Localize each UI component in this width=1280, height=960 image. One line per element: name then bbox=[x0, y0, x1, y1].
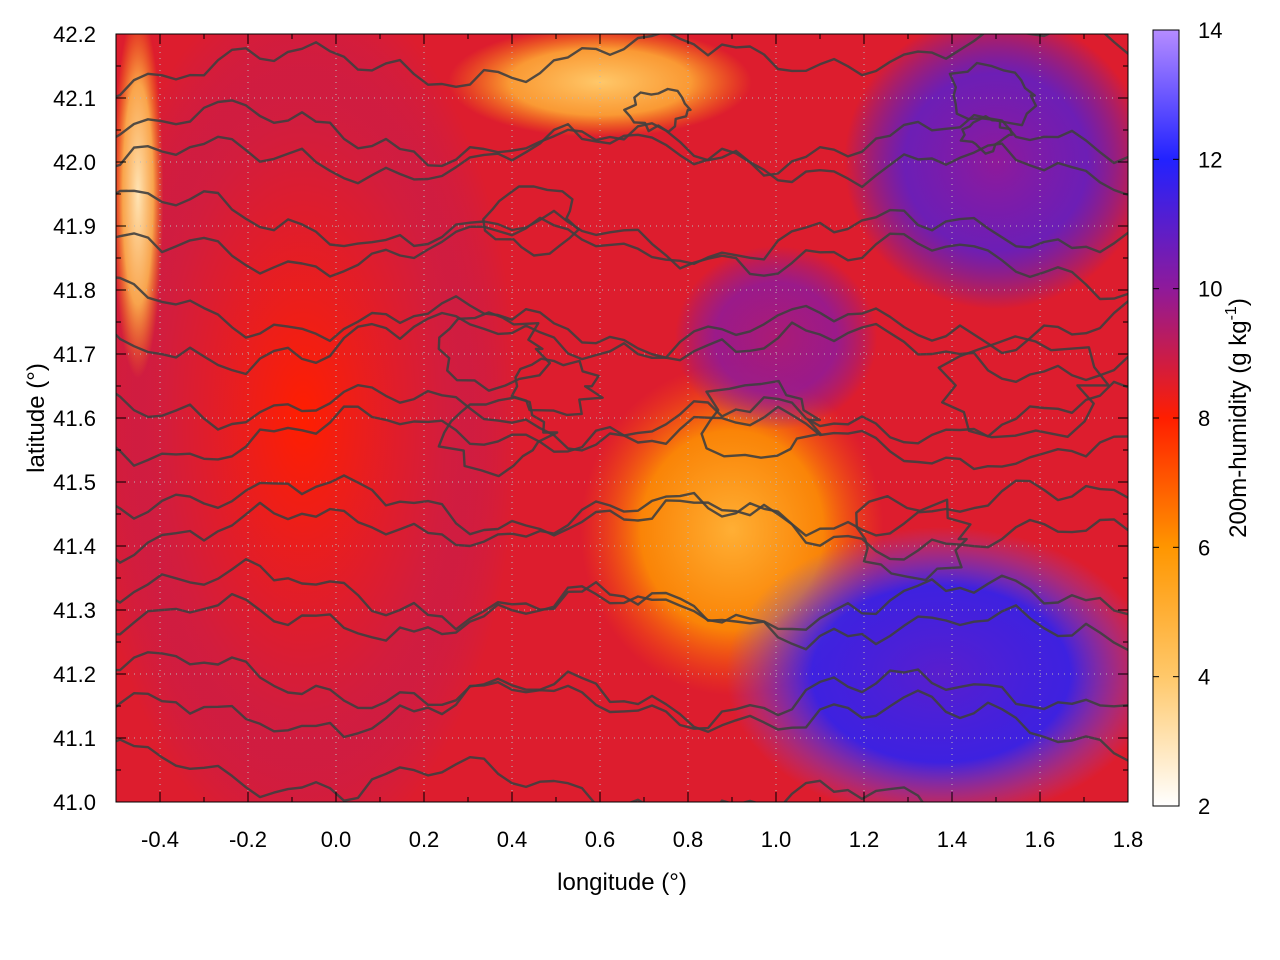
contour-line bbox=[116, 113, 1128, 185]
contour-line bbox=[116, 738, 924, 802]
contour-loop bbox=[959, 115, 1013, 155]
contour-line bbox=[116, 208, 1128, 278]
contour-line bbox=[116, 651, 1128, 762]
contour-loop bbox=[700, 379, 822, 459]
x-tick-label: -0.4 bbox=[141, 827, 179, 852]
x-axis: -0.4 -0.2 0.0 0.2 0.4 0.6 0.8 1.0 1.2 1.4 1.6 1.8 bbox=[115, 34, 1144, 852]
y-tick-label: 41.4 bbox=[53, 534, 96, 559]
colorbar-tick-label: 4 bbox=[1198, 665, 1210, 690]
contour-line bbox=[116, 276, 1128, 383]
contour-line bbox=[116, 189, 1128, 301]
x-tick-label: 1.8 bbox=[1113, 827, 1144, 852]
y-tick-label: 42.2 bbox=[53, 22, 96, 47]
colorbar-title-close: ) bbox=[1225, 298, 1252, 306]
x-tick-label: 0.8 bbox=[673, 827, 704, 852]
y-axis: 41.0 41.1 41.2 41.3 41.4 41.5 41.6 41.7 41.8 41.9… bbox=[53, 22, 1128, 815]
contour-line bbox=[116, 384, 1128, 471]
humidity-region-north-central bbox=[674, 246, 878, 430]
contour-line bbox=[116, 668, 1128, 739]
contour-line bbox=[116, 558, 1128, 652]
humidity-region-southeast-sea bbox=[726, 526, 1128, 802]
colorbar-title: 200m-humidity (g kg-1) bbox=[1223, 298, 1252, 538]
humidity-region-north-pockets bbox=[448, 34, 752, 138]
contour-line bbox=[116, 479, 1128, 564]
colorbar: 2 4 6 8 10 12 14 200m-humidity (g kg-1) bbox=[1152, 18, 1252, 819]
contour-line bbox=[116, 574, 1128, 642]
x-tick-label: 1.2 bbox=[849, 827, 880, 852]
x-axis-title: longitude (°) bbox=[557, 869, 687, 896]
contour-loop bbox=[855, 495, 972, 582]
humidity-region-northeast bbox=[844, 34, 1128, 310]
terrain-contours bbox=[116, 34, 1128, 802]
x-tick-label: 0.6 bbox=[585, 827, 616, 852]
contour-loop bbox=[937, 335, 1110, 439]
contour-line bbox=[116, 474, 1128, 561]
y-tick-label: 41.8 bbox=[53, 278, 96, 303]
colorbar-tick-label: 12 bbox=[1198, 147, 1222, 172]
y-tick-label: 41.1 bbox=[53, 726, 96, 751]
colorbar-tick-label: 10 bbox=[1198, 277, 1222, 302]
humidity-region-west bbox=[116, 34, 518, 802]
y-tick-label: 41.6 bbox=[53, 406, 96, 431]
y-axis-title: latitude (°) bbox=[23, 363, 50, 473]
contour-loop bbox=[437, 311, 551, 392]
y-tick-label: 42.1 bbox=[53, 86, 96, 111]
y-tick-label: 41.0 bbox=[53, 790, 96, 815]
x-tick-label: 1.0 bbox=[761, 827, 792, 852]
y-tick-label: 41.7 bbox=[53, 342, 96, 367]
contour-loop bbox=[623, 87, 692, 134]
colorbar-tick-label: 6 bbox=[1198, 535, 1210, 560]
x-tick-label: 0.4 bbox=[497, 827, 528, 852]
contour-loop bbox=[510, 357, 604, 417]
contour-line bbox=[116, 300, 1128, 376]
x-tick-label: 0.2 bbox=[409, 827, 440, 852]
colorbar-title-superscript: -1 bbox=[1223, 306, 1240, 320]
colorbar-title-main: 200m-humidity (g kg bbox=[1225, 320, 1252, 537]
contour-line bbox=[116, 380, 1128, 467]
y-tick-label: 41.9 bbox=[53, 214, 96, 239]
contour-loop bbox=[437, 396, 559, 478]
y-tick-label: 41.5 bbox=[53, 470, 96, 495]
contour-loop bbox=[482, 185, 580, 257]
x-tick-label: 1.6 bbox=[1025, 827, 1056, 852]
x-tick-label: 0.0 bbox=[321, 827, 352, 852]
colorbar-tick-label: 8 bbox=[1198, 406, 1210, 431]
contour-line bbox=[116, 99, 1128, 197]
colorbar-tick-label: 14 bbox=[1198, 18, 1222, 43]
contour-loop bbox=[948, 61, 1038, 127]
y-tick-label: 41.2 bbox=[53, 662, 96, 687]
y-tick-label: 42.0 bbox=[53, 150, 96, 175]
x-tick-label: -0.2 bbox=[229, 827, 267, 852]
x-tick-label: 1.4 bbox=[937, 827, 968, 852]
y-tick-label: 41.3 bbox=[53, 598, 96, 623]
colorbar-tick-label: 2 bbox=[1198, 794, 1210, 819]
contour-line bbox=[116, 34, 1128, 98]
